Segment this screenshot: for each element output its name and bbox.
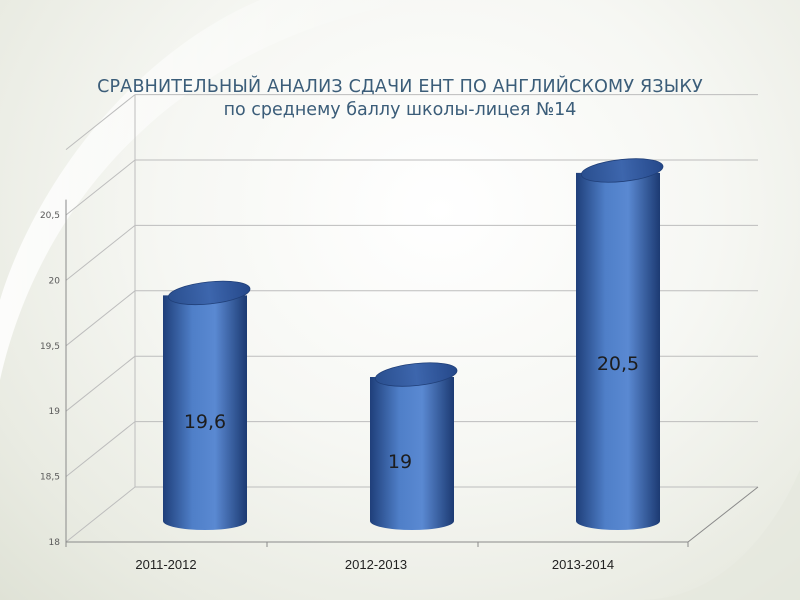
y-tick-label: 20 [49, 276, 61, 286]
x-category-labels: 2011-2012 2012-2013 2013-2014 [135, 557, 614, 572]
y-tick-labels: 18 18,5 19 19,5 20 20,5 [40, 211, 60, 548]
bar-2012-2013: 19 [370, 362, 458, 530]
data-label: 19 [388, 451, 412, 473]
y-tick-label: 20,5 [40, 211, 60, 221]
y-tick-label: 19,5 [40, 342, 60, 352]
gridline [65, 159, 758, 216]
bar-cap [580, 158, 664, 183]
gridline [65, 94, 758, 150]
data-label: 19,6 [184, 411, 226, 433]
x-category-label: 2012-2013 [345, 557, 407, 572]
bar-body [163, 295, 247, 530]
bar-cap [167, 280, 251, 306]
bar-cap [374, 362, 458, 387]
bar-body [576, 172, 660, 531]
y-tick-label: 19 [49, 407, 61, 417]
y-tick-label: 18 [49, 538, 61, 548]
bar-2011-2012: 19,6 [163, 280, 251, 530]
y-tick-label: 18,5 [40, 473, 60, 483]
bars: 19,6 19 20,5 [163, 158, 664, 531]
x-category-label: 2011-2012 [135, 557, 196, 572]
title-block: СРАВНИТЕЛЬНЫЙ АНАЛИЗ СДАЧИ ЕНТ ПО АНГЛИЙ… [40, 76, 760, 122]
chart-title: СРАВНИТЕЛЬНЫЙ АНАЛИЗ СДАЧИ ЕНТ ПО АНГЛИЙ… [97, 77, 703, 97]
data-label: 20,5 [597, 353, 639, 375]
chart-subtitle: по среднему баллу школы-лицея №14 [223, 100, 577, 120]
bar-body [370, 376, 454, 530]
bar-2013-2014: 20,5 [576, 158, 664, 531]
x-category-label: 2013-2014 [552, 557, 614, 572]
